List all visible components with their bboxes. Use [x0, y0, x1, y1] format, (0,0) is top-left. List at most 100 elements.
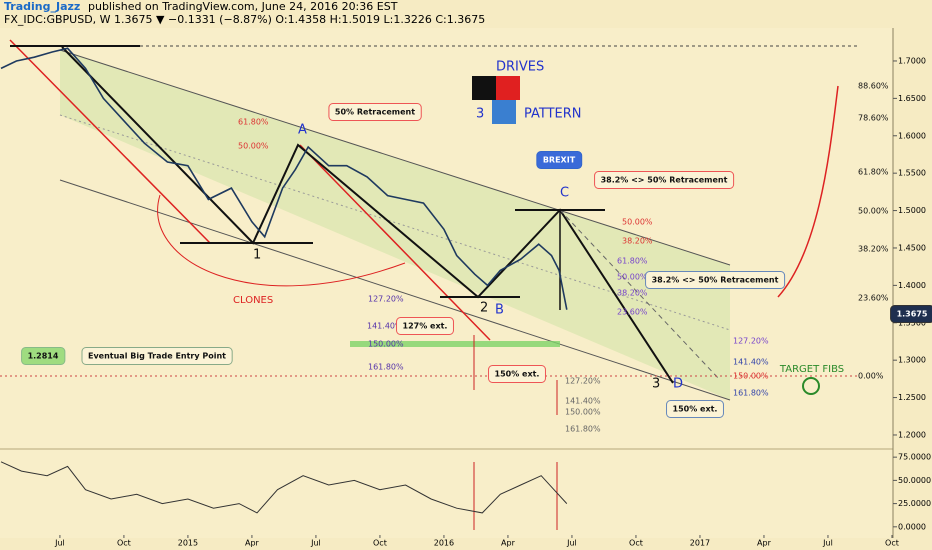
annotation: 61.80% — [617, 257, 648, 266]
annotation: 50.00% — [238, 142, 269, 151]
annotation: 23.60% — [858, 294, 889, 303]
annotation: 141.40% — [367, 322, 403, 331]
x-tick-label: Oct — [117, 539, 131, 548]
annotation-text: BREXIT — [543, 156, 576, 165]
annotation: 150.00% — [368, 340, 404, 349]
author[interactable]: Trading_Jazz — [4, 0, 80, 13]
annotation-box — [488, 365, 546, 383]
annotation-text: DRIVES — [496, 60, 544, 75]
annotation-text: 50.00% — [858, 207, 889, 216]
y-tick-label: 1.2500 — [898, 393, 926, 402]
annotation: 61.80% — [238, 118, 269, 127]
annotation-text: 50.00% — [617, 273, 648, 282]
annotation-text: 161.80% — [565, 425, 601, 434]
x-tick-label: Oct — [373, 539, 387, 548]
x-tick-label: Oct — [885, 539, 899, 548]
annotation-text: 38.20% — [622, 237, 653, 246]
y-tick-label: 1.6500 — [898, 94, 926, 103]
annotation-text: A — [298, 123, 307, 138]
x-tick-label: 2016 — [434, 539, 454, 548]
annotation: 161.80% — [565, 425, 601, 434]
annotation-box — [645, 271, 786, 289]
projection-line — [559, 209, 721, 381]
y-tick-label: 1.2000 — [898, 430, 926, 439]
y-tick-label: 0.0000 — [898, 522, 926, 531]
annotation-text: 61.80% — [617, 257, 648, 266]
target-curve — [777, 85, 839, 298]
annotation: PATTERN — [524, 107, 582, 122]
annotation: DRIVES — [496, 60, 544, 75]
y-tick-label: 1.3000 — [898, 356, 926, 365]
annotation-text: PATTERN — [524, 107, 582, 122]
annotation: C — [560, 186, 569, 201]
series-line — [0, 47, 568, 310]
annotation-text: 38.20% — [858, 245, 889, 254]
annotation: 1 — [253, 248, 261, 263]
annotation: 127.20% — [368, 295, 404, 304]
y-tick-label: 1.5500 — [898, 169, 926, 178]
annotation: 2 — [480, 301, 488, 316]
clones-arrow — [157, 194, 406, 287]
annotation-text: 127.20% — [733, 337, 769, 346]
annotation: BREXIT — [536, 151, 583, 169]
annotation-text: 3 — [476, 107, 484, 122]
annotation: 127.20% — [733, 337, 769, 346]
channel-fill — [60, 50, 730, 400]
annotation-text: D — [673, 377, 683, 392]
x-tick-label: Oct — [629, 539, 643, 548]
annotation: 127% ext. — [396, 317, 454, 335]
annotation: 50.00% — [622, 218, 653, 227]
annotation: 78.60% — [858, 114, 889, 123]
annotation: 50.00% — [858, 207, 889, 216]
annotation-text: 1.2814 — [28, 352, 59, 361]
annotation: 127.20% — [565, 377, 601, 386]
symbol-info: FX_IDC:GBPUSD, W 1.3675 ▼ −0.1331 (−8.87… — [4, 13, 485, 26]
annotation: 141.40% — [565, 397, 601, 406]
annotation: 150.00% — [565, 408, 601, 417]
annotation-box — [21, 347, 66, 365]
annotation-text: 1 — [253, 248, 261, 263]
annotation: 161.80% — [733, 389, 769, 398]
annotation-text: C — [560, 186, 569, 201]
annotation-box — [594, 171, 735, 189]
annotation-box — [890, 305, 932, 323]
annotation-text: 127.20% — [565, 377, 601, 386]
puzzle-icon — [472, 76, 520, 124]
annotation: 61.80% — [858, 168, 889, 177]
pattern-line — [61, 46, 674, 384]
y-tick-label: 1.4500 — [898, 243, 926, 252]
channel-line — [59, 49, 731, 266]
annotation-text: B — [495, 303, 504, 318]
x-tick-label: 2017 — [690, 539, 710, 548]
y-tick-label: 50.0000 — [898, 476, 931, 485]
annotation: Eventual Big Trade Entry Point — [81, 347, 233, 365]
annotation-text: TARGET FIBS — [779, 364, 844, 375]
annotation: CLONES — [233, 295, 273, 306]
annotation: 150.00% — [733, 372, 769, 381]
annotation: 141.40% — [733, 358, 769, 367]
annotation-text: 3 — [652, 377, 660, 392]
channel-mid — [59, 114, 731, 331]
annotation: 1.2814 — [21, 347, 66, 365]
annotation-box — [536, 151, 583, 169]
x-tick-label: Jul — [566, 539, 577, 548]
annotation: D — [673, 377, 683, 392]
annotation-text: 150.00% — [368, 340, 404, 349]
clone-line — [9, 39, 211, 244]
annotation-text: 0.00% — [858, 372, 884, 381]
publish-info: published on TradingView.com, June 24, 2… — [88, 0, 398, 13]
annotation: 23.60% — [617, 308, 648, 317]
annotation-text: 141.40% — [367, 322, 403, 331]
annotation-text: 23.60% — [858, 294, 889, 303]
annotation-text: Eventual Big Trade Entry Point — [88, 352, 226, 361]
x-tick-label: Jul — [822, 539, 833, 548]
annotation-text: 38.20% — [617, 289, 648, 298]
annotation-text: 38.2% <> 50% Retracement — [652, 276, 779, 285]
y-tick-label: 75.0000 — [898, 453, 931, 462]
annotation-text: 141.40% — [565, 397, 601, 406]
annotation-text: 150% ext. — [495, 370, 540, 379]
annotation: 1.3675 — [890, 305, 932, 323]
annotation-text: 61.80% — [238, 118, 269, 127]
annotation: B — [495, 303, 504, 318]
annotation-box — [81, 347, 233, 365]
